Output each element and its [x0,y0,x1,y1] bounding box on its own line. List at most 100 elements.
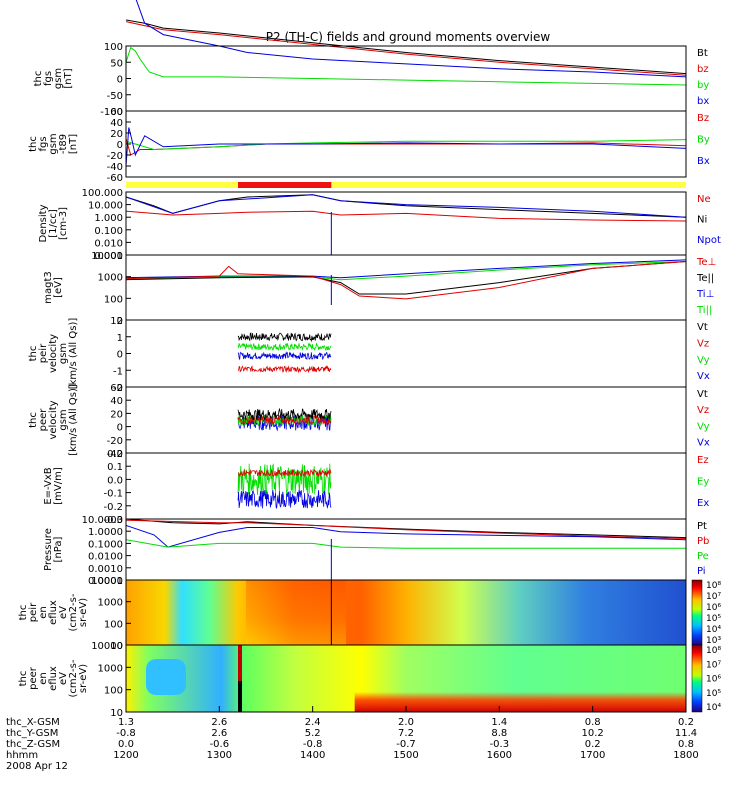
fgs_dsl-ytick: 40 [110,118,123,129]
density-legend: Ne [697,194,711,205]
density-ytick: 0.001 [94,251,123,262]
fgs-ytick: 0 [117,75,123,86]
peer_spec-ylabel: (cm2-s- [68,659,79,697]
temp-series-3 [125,261,687,300]
fgs_dsl-ylabel: fgs [38,136,49,151]
pressure-legend: Pt [697,521,707,532]
ephemeris-value: 10.2 [582,728,604,739]
peer_spec-colorbar-label: 10⁴ [706,703,721,713]
peir_spec-colorbar-label: 10⁴ [706,625,721,635]
peer_spec-ylabel: en [38,672,49,685]
fgs_dsl-ytick: -20 [107,151,123,162]
temp-legend: Ti|| [696,305,712,316]
fgs-legend: by [697,80,709,91]
peir_spec-colorbar-label: 10⁵ [706,614,721,624]
peer-spectrogram-base [354,645,686,712]
fgs_dsl-ylabel: gsm [48,133,59,154]
peer_vel-legend: Vz [697,405,709,416]
ephemeris-label: thc_Z-GSM [6,739,60,750]
peir_spec-colorbar-label: 10⁸ [706,581,721,591]
efield-legend: Ey [697,477,709,488]
density-series-2 [125,210,687,222]
peir_spec-ytick: 1000 [98,598,123,609]
density-legend: Ni [697,215,707,226]
temp-ylabel: magt3 [43,271,54,304]
fgs_dsl-legend: Bx [697,156,710,167]
ephemeris-value: 5.2 [305,728,321,739]
fgs_dsl-ytick: 60 [110,107,123,118]
density-ytick: 100.000 [82,188,123,199]
ephemeris-value: -0.8 [303,739,323,750]
peir_vel-ytick: 1 [117,333,123,344]
fgs-series-2 [125,46,687,86]
ephemeris-value: 1400 [300,750,325,761]
ephemeris-value: 1.3 [118,717,134,728]
density-ylabel: Density [38,204,49,242]
peir_vel-ytick: -1 [113,366,123,377]
peir_vel-burst-2 [237,351,332,361]
temp-legend: Ti⊥ [696,289,714,300]
pressure-frame [125,518,687,581]
peer_spec-ytick: 100 [104,686,123,697]
peir_spec-ylabel: en [38,606,49,619]
efield-ytick: -0.1 [103,489,123,500]
temp-ytick: 10 [110,316,123,327]
density-ylabel: [cm-3] [58,207,69,240]
peer_vel-ylabel: peer [38,408,49,432]
ephemeris-value: 1200 [113,750,138,761]
peer_vel-ylabel: gsm [58,409,69,430]
temp-series-1 [125,261,687,281]
ephemeris-value: 0.0 [118,739,134,750]
peir_vel-ylabel: gsm [58,343,69,364]
peer_vel-burst-3 [237,407,332,422]
peir_vel-ytick: -2 [113,383,123,394]
temp-ytick: 100 [104,294,123,305]
peer-spectrogram-blob [146,659,186,695]
temp-ylabel: [eV] [53,277,64,298]
peer_spec-colorbar-label: 10⁷ [706,660,721,670]
ephemeris-value: 7.2 [398,728,414,739]
peer_vel-ylabel: thc [28,412,39,428]
peir_spec-colorbar-label: 10⁷ [706,592,721,602]
efield-legend: Ez [697,455,709,466]
fgs_dsl-legend: By [697,135,710,146]
efield-ytick: -0.2 [103,502,123,513]
density-ytick: 0.010 [94,238,123,249]
quality-bar [126,182,686,188]
peir_vel-legend: Vt [697,322,708,333]
pressure-legend: Pb [697,536,709,547]
density-ytick: 10.000 [88,201,123,212]
efield-ytick: 0.2 [107,449,123,460]
peer_vel-ytick: 0 [117,423,123,434]
peer_spec-ylabel: eV [58,672,69,685]
ephemeris-label: thc_Y-GSM [6,728,58,739]
temp-series-2 [125,261,687,295]
peer_spec-colorbar-label: 10⁵ [706,689,721,699]
density-ytick: 0.100 [94,226,123,237]
pressure-ylabel: Pressure [43,528,54,571]
peir_vel-burst-3 [237,365,332,374]
fgs_dsl-ylabel: thc [28,136,39,152]
density-legend: Npot [697,235,721,246]
efield-legend: Ex [697,498,709,509]
pressure-ytick: 0.0100 [88,552,123,563]
fgs-series-3 [135,0,687,78]
peer_spec-ylabel: peer [28,666,39,690]
ephemeris-value: -0.8 [116,728,136,739]
pressure-ytick: 0.1000 [88,539,123,550]
ephemeris-value: 1600 [487,750,512,761]
fgs-legend: Bt [697,48,708,59]
ephemeris-value: 2.0 [398,717,414,728]
peer_spec-colorbar-label: 10⁶ [706,675,721,685]
density-series-1 [125,194,687,218]
peer_vel-ylabel: [km/s (All Qs)] [68,384,79,456]
fgs_dsl-ytick: 0 [117,140,123,151]
peer_vel-legend: Vt [697,389,708,400]
efield-ytick: 0.1 [107,462,123,473]
peir_vel-legend: Vy [697,355,710,366]
ephemeris-value: 1300 [207,750,232,761]
ephemeris-value: 1800 [673,750,698,761]
pressure-series-2 [125,524,687,548]
pressure-legend: Pi [697,566,706,577]
